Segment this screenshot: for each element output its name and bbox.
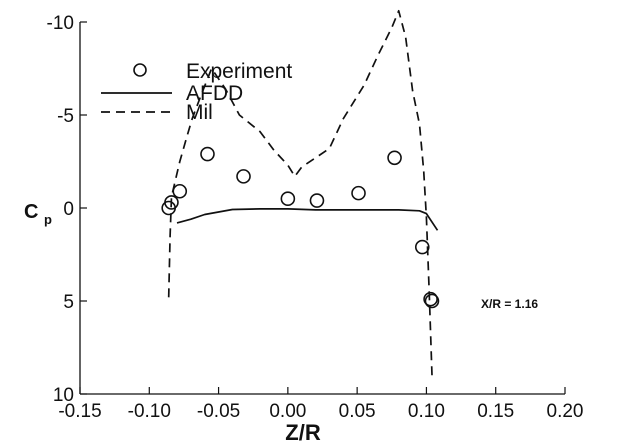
legend-label-experiment: Experiment xyxy=(186,60,292,83)
experiment-marker xyxy=(309,193,325,208)
afdd-line xyxy=(176,208,439,231)
experiment-marker xyxy=(280,191,296,206)
x-tick-label: 0.15 xyxy=(477,401,514,422)
y-tick-label: 10 xyxy=(53,385,74,406)
mil-line xyxy=(167,9,433,376)
series-layer xyxy=(161,9,440,376)
chart-axes: -0.15 -0.10 -0.05 0.00 0.05 0.10 0.15 0.20 -10 -5… xyxy=(47,13,584,422)
annotation-x-over-r: X/R = 1.16 xyxy=(481,297,538,311)
experiment-marker xyxy=(172,183,188,199)
x-axis-label: Z/R xyxy=(285,420,321,445)
y-axis-label-main: C xyxy=(24,201,38,223)
x-tick-label: 0.10 xyxy=(408,401,445,422)
y-tick-label: -10 xyxy=(47,13,74,34)
experiment-marker xyxy=(236,169,251,184)
x-tick-label: -0.15 xyxy=(58,401,101,422)
x-tick-label: 0.20 xyxy=(547,401,584,422)
legend-label-afdd: AFDD xyxy=(186,82,243,105)
experiment-marker xyxy=(414,239,430,255)
experiment-marker xyxy=(423,291,438,307)
y-tick-label: 0 xyxy=(63,199,74,220)
y-tick-label: -5 xyxy=(57,106,74,127)
x-tick-label: 0.05 xyxy=(339,401,376,422)
experiment-marker xyxy=(351,185,366,201)
legend-label-mil: Mil xyxy=(186,101,213,124)
experiment-marker xyxy=(387,150,402,166)
experiment-marker xyxy=(200,146,215,162)
y-tick-label: 5 xyxy=(63,292,74,313)
y-axis-label: C p xyxy=(24,201,52,227)
legend-marker-experiment xyxy=(133,63,147,77)
experiment-marker xyxy=(164,195,179,210)
x-tick-label: 0.00 xyxy=(269,401,306,422)
x-tick-label: -0.05 xyxy=(197,401,240,422)
y-axis-label-subscript: p xyxy=(44,212,52,227)
experiment-marker xyxy=(424,293,440,309)
x-tick-label: -0.10 xyxy=(128,401,171,422)
